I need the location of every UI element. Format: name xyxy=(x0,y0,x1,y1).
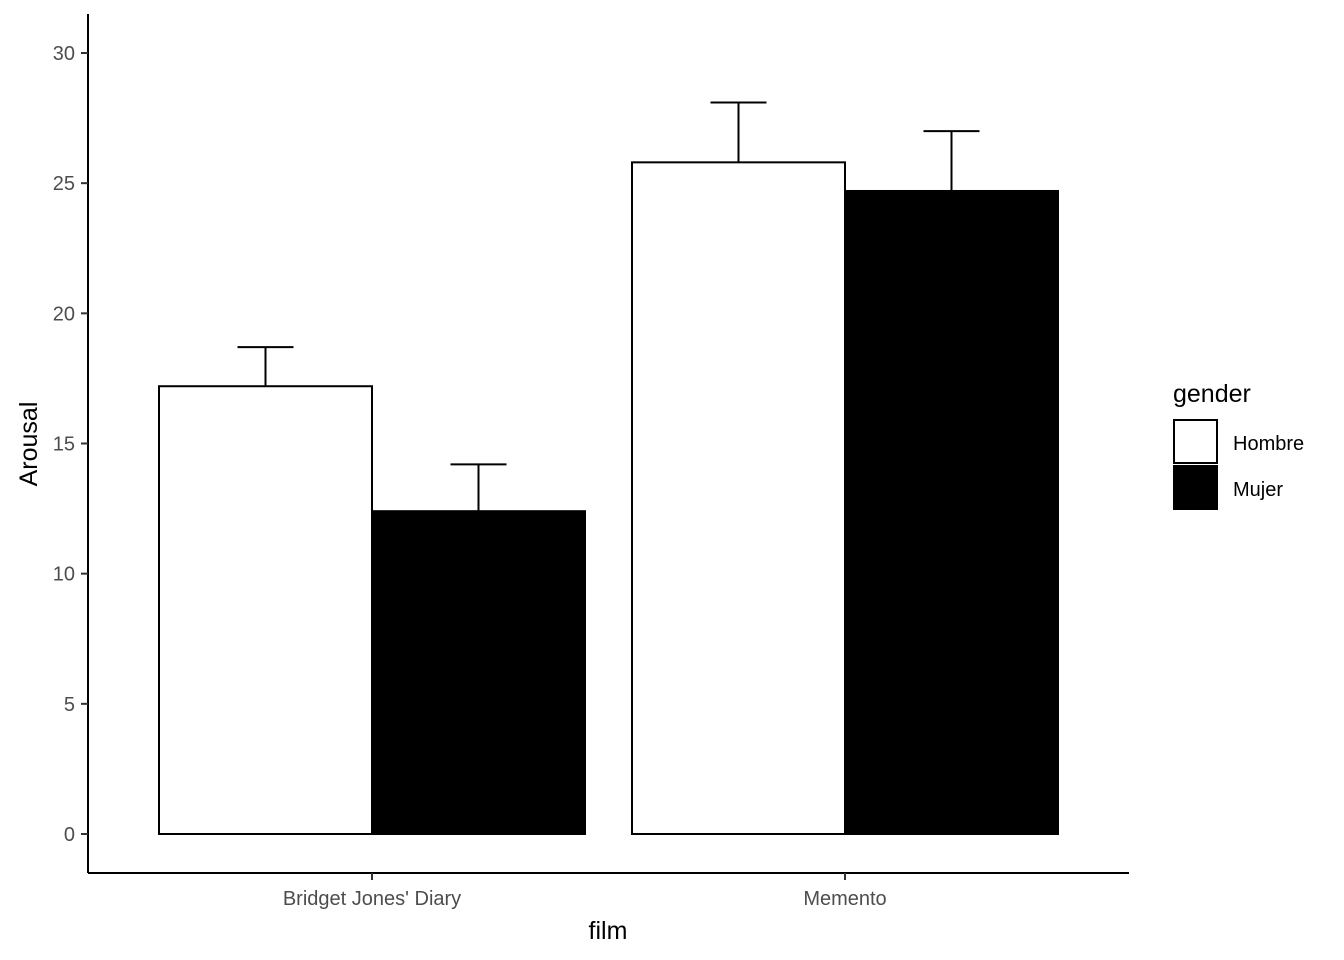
y-tick-label: 15 xyxy=(53,434,75,456)
bar-mujer xyxy=(844,189,1059,835)
y-tick-label: 0 xyxy=(64,824,75,846)
x-axis-title: film xyxy=(589,917,628,945)
x-ticks: Bridget Jones' Diary Memento xyxy=(283,873,887,910)
bar-mujer xyxy=(371,510,586,835)
legend-items: Hombre Mujer xyxy=(1173,419,1304,510)
y-tick-label: 25 xyxy=(53,173,75,195)
x-tick-label: Bridget Jones' Diary xyxy=(283,888,461,910)
bar-hombre xyxy=(158,385,373,835)
y-tick-label: 30 xyxy=(53,43,75,65)
y-tick-label: 20 xyxy=(53,303,75,325)
bars-layer xyxy=(158,161,1059,835)
legend-label: Hombre xyxy=(1233,433,1304,455)
legend-key-hombre xyxy=(1173,419,1218,464)
y-tick-label: 5 xyxy=(64,694,75,716)
bar-hombre xyxy=(631,161,846,835)
y-tick-label: 10 xyxy=(53,564,75,586)
legend: gender Hombre Mujer xyxy=(1173,380,1304,510)
legend-title: gender xyxy=(1173,380,1251,408)
y-ticks: 0 5 10 15 20 25 30 xyxy=(53,43,88,846)
legend-label: Mujer xyxy=(1233,479,1283,501)
y-axis-title: Arousal xyxy=(15,402,43,487)
legend-key-mujer xyxy=(1173,465,1218,510)
errorbars-layer xyxy=(237,101,980,512)
x-tick-label: Memento xyxy=(803,888,886,910)
